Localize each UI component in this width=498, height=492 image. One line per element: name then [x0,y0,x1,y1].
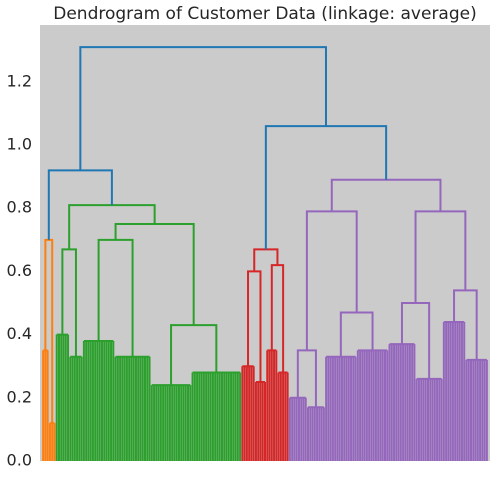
leaf-cluster [254,381,266,461]
link [97,238,134,357]
link [61,248,77,357]
link [68,204,156,250]
leaf-cluster [465,358,488,461]
leaf-cluster [48,422,56,461]
leaf-cluster [42,349,49,461]
leaf-cluster [277,371,289,461]
link [270,264,285,373]
y-tick-label: 1.2 [7,71,32,90]
link [44,238,54,424]
y-tick-label: 1.0 [7,135,32,154]
link [305,210,358,351]
leaf-cluster [150,384,192,461]
y-tick-label: 0.8 [7,198,32,217]
link [253,248,279,272]
link [330,178,442,212]
link [170,324,218,386]
chart-title: Dendrogram of Customer Data (linkage: av… [53,4,476,24]
y-tick-label: 0.2 [7,387,32,406]
leaf-cluster [442,320,466,461]
y-tick-label: 0.0 [7,451,32,470]
leaf-cluster [307,406,325,461]
link [414,210,467,304]
y-tick-label: 0.4 [7,324,32,343]
y-tick-label: 0.6 [7,261,32,280]
leaf-cluster [288,396,307,461]
link [247,270,262,383]
leaf-cluster [266,349,278,461]
link [79,46,327,171]
